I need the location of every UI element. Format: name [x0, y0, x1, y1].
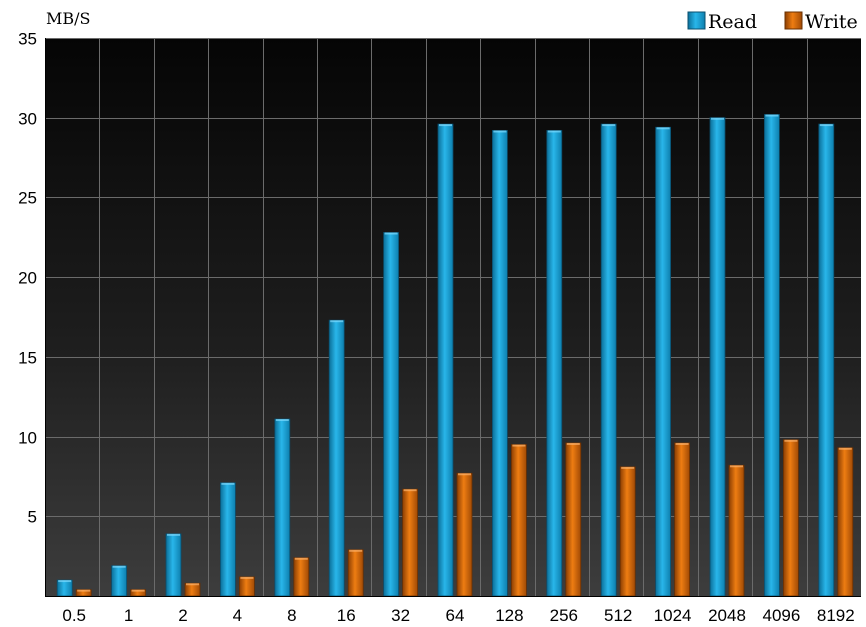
bar-read-8192	[818, 123, 835, 597]
bar-write-4	[238, 576, 255, 597]
bar-read-256	[546, 130, 563, 597]
legend-label-write: Write	[805, 11, 858, 33]
bar-write-0.5-cap	[77, 589, 91, 592]
legend: Read Write	[687, 11, 858, 33]
x-tick-label: 1024	[654, 606, 692, 625]
bar-read-8-cap	[275, 419, 289, 422]
bar-write-16	[347, 549, 364, 597]
bar-write-512	[619, 466, 636, 597]
bar-write-256-cap	[566, 442, 580, 445]
bar-write-1024-cap	[675, 442, 689, 445]
bar-write-8192-cap	[838, 447, 852, 450]
bars	[56, 114, 854, 597]
bar-read-512	[600, 123, 617, 597]
y-tick-label: 5	[28, 508, 37, 527]
x-tick-label: 256	[550, 606, 578, 625]
legend-swatch-write	[784, 11, 803, 30]
x-tick-label: 4	[233, 606, 242, 625]
bar-read-0.5	[56, 579, 73, 597]
bar-read-128	[491, 130, 508, 597]
bar-write-128	[510, 444, 527, 597]
x-tick-label: 4096	[762, 606, 800, 625]
bar-read-16-cap	[330, 320, 344, 323]
bar-write-16-cap	[349, 549, 363, 552]
grid	[45, 38, 861, 596]
bar-read-8	[274, 418, 291, 597]
bar-write-4-cap	[240, 576, 254, 579]
y-tick-label: 20	[18, 269, 37, 288]
bar-read-0.5-cap	[58, 580, 72, 583]
bar-write-2-cap	[186, 583, 199, 586]
bar-write-256	[565, 442, 582, 597]
bar-read-4096-cap	[765, 114, 779, 117]
bar-write-64	[456, 472, 473, 597]
x-tick-label: 0.5	[62, 606, 86, 625]
bar-read-256-cap	[547, 130, 561, 133]
bar-write-4096-cap	[784, 439, 798, 442]
bar-read-64	[437, 123, 454, 597]
bar-write-8192	[837, 447, 854, 597]
x-tick-label: 8192	[817, 606, 855, 625]
bar-read-128-cap	[493, 130, 507, 133]
bar-read-4-cap	[221, 482, 235, 485]
bar-write-1-cap	[131, 589, 145, 592]
y-tick-label: 35	[18, 30, 37, 49]
bar-write-8-cap	[294, 557, 308, 560]
legend-swatch-read	[687, 11, 706, 30]
y-tick-label: 25	[18, 189, 37, 208]
bar-read-4096	[764, 114, 780, 597]
bar-read-512-cap	[602, 124, 616, 127]
y-tick-label: 15	[18, 349, 37, 368]
x-tick-label: 64	[446, 606, 465, 625]
bar-write-64-cap	[458, 473, 471, 476]
bar-read-16	[328, 319, 345, 597]
bar-write-8	[293, 557, 310, 597]
x-tick-label: 2	[178, 606, 187, 625]
y-tick-label: 10	[18, 429, 37, 448]
x-tick-label: 1	[124, 606, 133, 625]
bar-read-64-cap	[439, 124, 452, 127]
bar-write-512-cap	[621, 466, 635, 469]
bar-read-2048	[709, 117, 726, 597]
bar-write-32	[402, 488, 419, 597]
x-tick-label: 128	[495, 606, 523, 625]
bar-write-2048-cap	[730, 465, 743, 468]
bar-read-1024	[655, 126, 671, 597]
bar-read-2048-cap	[711, 117, 724, 120]
x-tick-label: 512	[604, 606, 632, 625]
bar-write-2048	[728, 464, 745, 597]
bar-write-4096	[783, 439, 799, 597]
bar-write-32-cap	[403, 489, 417, 492]
bar-read-1-cap	[112, 565, 126, 568]
bar-read-8192-cap	[819, 124, 833, 127]
x-tick-label: 8	[287, 606, 296, 625]
bar-read-2	[165, 533, 182, 597]
axes: 5 10 15 20 25 30 35 0.5 1 2 4 8 16 32 64 128 256 512 1024 2…	[18, 30, 861, 625]
bar-read-32-cap	[384, 232, 398, 235]
y-axis-label: MB/S	[46, 9, 91, 28]
y-tick-label: 30	[18, 110, 37, 129]
bar-read-2-cap	[167, 533, 180, 536]
x-tick-label: 32	[391, 606, 410, 625]
bar-write-1024	[674, 442, 690, 597]
legend-label-read: Read	[708, 11, 757, 33]
bar-read-4	[219, 482, 236, 597]
bar-read-1	[111, 565, 127, 597]
bar-read-1024-cap	[656, 127, 670, 130]
bar-read-32	[383, 232, 400, 597]
bar-write-128-cap	[512, 444, 526, 447]
x-tick-label: 16	[337, 606, 356, 625]
x-tick-label: 2048	[708, 606, 746, 625]
